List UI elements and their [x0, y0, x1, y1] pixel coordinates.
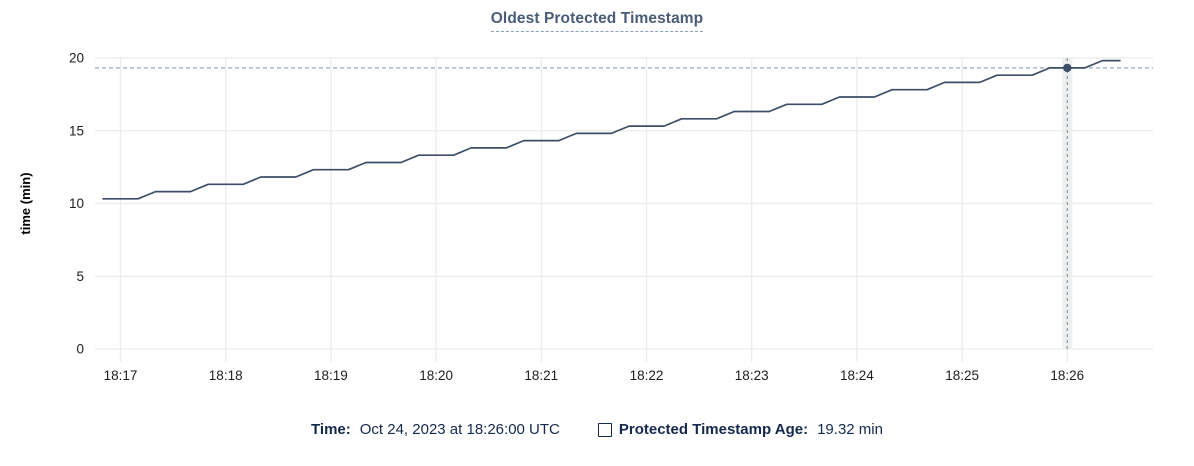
x-tick-label: 18:25 [945, 368, 979, 383]
chart-title[interactable]: Oldest Protected Timestamp [490, 10, 704, 32]
x-tick-label: 18:23 [735, 368, 769, 383]
y-tick-label: 10 [69, 196, 84, 211]
x-tick-label: 18:18 [209, 368, 243, 383]
legend-checkbox-icon[interactable] [597, 422, 612, 437]
hover-point[interactable] [1063, 63, 1072, 73]
legend-time-label: Time: [311, 421, 351, 438]
line-chart[interactable]: 0 5 10 15 20 18:17 18:18 18:19 18:20 18:21 18:22 18… [0, 32, 1194, 394]
y-tick-label: 20 [69, 51, 84, 66]
x-tick-label: 18:26 [1050, 368, 1084, 383]
y-axis-title: time (min) [18, 172, 33, 234]
x-tick-label: 18:24 [840, 368, 874, 383]
x-tick-label: 18:22 [630, 368, 664, 383]
legend-time-value: Oct 24, 2023 at 18:26:00 UTC [359, 421, 560, 438]
x-tick-label: 18:19 [314, 368, 348, 383]
y-tick-label: 0 [76, 342, 84, 357]
chart-legend: Time: Oct 24, 2023 at 18:26:00 UTC Protec… [0, 421, 1194, 438]
series-line [102, 59, 1121, 200]
y-tick-label: 5 [76, 269, 84, 284]
y-tick-label: 15 [69, 123, 84, 138]
x-tick-label: 18:20 [419, 368, 453, 383]
legend-time: Time: Oct 24, 2023 at 18:26:00 UTC [311, 421, 560, 438]
chart-header: Oldest Protected Timestamp [0, 10, 1194, 32]
legend-series[interactable]: Protected Timestamp Age: 19.32 min [597, 421, 883, 438]
x-tick-label: 18:21 [524, 368, 558, 383]
legend-series-value: 19.32 min [817, 421, 883, 438]
x-tick-label: 18:17 [104, 368, 138, 383]
legend-series-label: Protected Timestamp Age: [618, 421, 809, 438]
